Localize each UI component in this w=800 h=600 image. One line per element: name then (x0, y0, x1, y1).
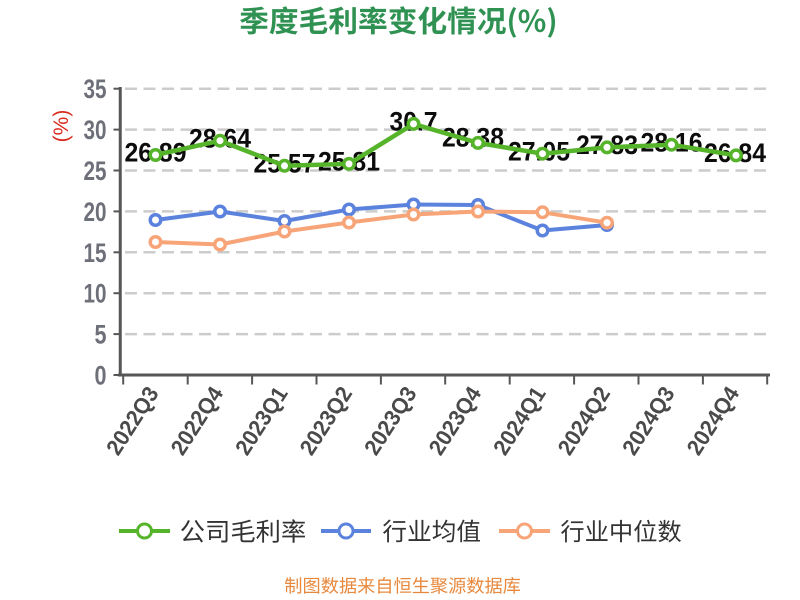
svg-text:2022Q3: 2022Q3 (101, 382, 163, 459)
svg-text:2023Q1: 2023Q1 (230, 382, 292, 459)
svg-text:2023Q2: 2023Q2 (295, 382, 357, 459)
svg-text:28.38: 28.38 (442, 123, 504, 153)
svg-text:5: 5 (95, 320, 107, 350)
svg-text:2023Q4: 2023Q4 (424, 382, 487, 460)
svg-text:0: 0 (95, 361, 107, 391)
svg-text:20: 20 (84, 197, 107, 227)
svg-text:35: 35 (84, 74, 107, 104)
svg-text:2024Q4: 2024Q4 (682, 382, 745, 460)
svg-text:(%): (%) (50, 110, 73, 143)
svg-text:2024Q3: 2024Q3 (617, 382, 679, 459)
svg-text:2022Q4: 2022Q4 (166, 382, 229, 460)
svg-text:2023Q3: 2023Q3 (359, 382, 421, 459)
svg-text:15: 15 (84, 238, 107, 268)
svg-text:2024Q2: 2024Q2 (553, 382, 615, 459)
svg-text:2024Q1: 2024Q1 (488, 382, 550, 459)
svg-text:30: 30 (84, 115, 107, 145)
svg-text:25: 25 (84, 156, 107, 186)
svg-text:10: 10 (84, 279, 107, 309)
